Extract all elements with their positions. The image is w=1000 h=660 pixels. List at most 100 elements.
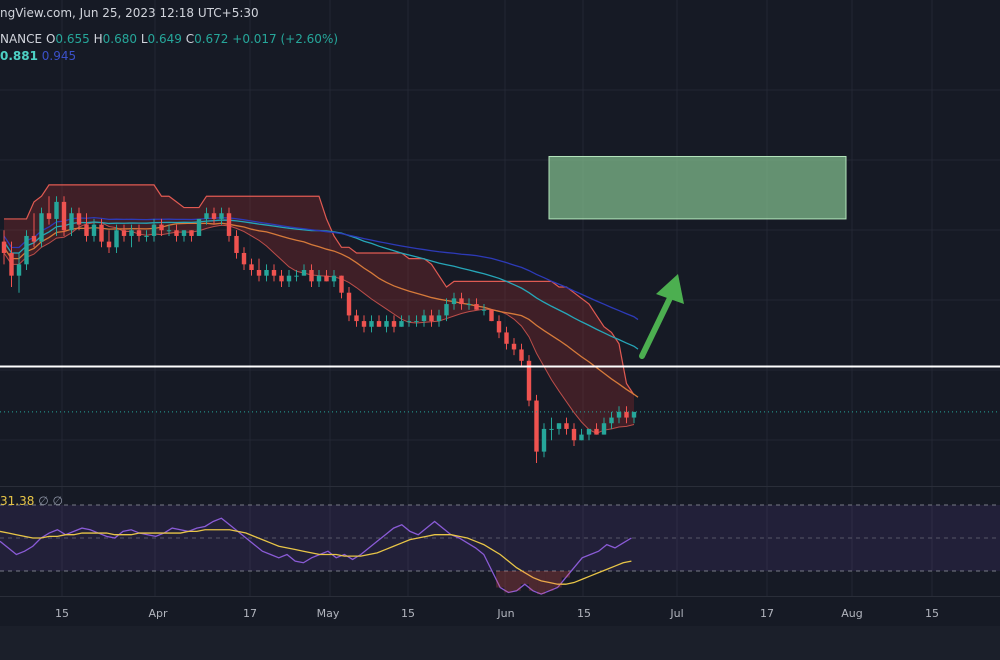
x-tick-label: May [317, 607, 340, 620]
candle-body [541, 428, 547, 452]
rsi-oversold-fill [496, 571, 505, 588]
candle-body [54, 201, 59, 219]
candle-body [339, 275, 344, 293]
candle-body [166, 230, 172, 232]
x-tick-label: 15 [55, 607, 69, 620]
candle-body [264, 270, 269, 276]
candle-body [204, 213, 209, 219]
rsi-oversold-fill [528, 571, 538, 591]
candle-body [46, 213, 52, 219]
candle-body [429, 315, 434, 322]
rsi-oversold-fill [504, 571, 513, 593]
low-label: L [140, 32, 148, 46]
rsi-value: 31.38 [0, 494, 35, 508]
candle-body [9, 252, 14, 276]
x-tick-label: Apr [148, 607, 168, 620]
candle-body [69, 213, 74, 231]
candle-body [84, 224, 89, 236]
arrow-up-icon [639, 274, 684, 359]
candle-body [451, 298, 457, 305]
candle-body [511, 343, 517, 350]
candle-body [526, 360, 532, 401]
candle-body [316, 275, 322, 282]
ma-legend: 0.881 0.945 [0, 49, 76, 63]
moving-averages [3, 217, 639, 398]
candle-body [481, 309, 487, 311]
rsi-extra-2: ∅ [52, 494, 63, 508]
rsi-indicator [0, 517, 632, 595]
candle-body [391, 321, 397, 327]
candle-body [376, 321, 382, 327]
candle-body [106, 241, 112, 248]
candle-body [466, 304, 472, 306]
candle-body [556, 423, 562, 429]
x-tick-label: 17 [243, 607, 257, 620]
candle-body [324, 275, 329, 282]
candle-body [384, 321, 389, 327]
high-value: 0.680 [102, 32, 137, 46]
symbol-label: NANCE [0, 32, 43, 46]
rsi-oversold-fill [520, 571, 529, 585]
low-value: 0.649 [147, 32, 182, 46]
candle-body [421, 315, 427, 322]
candle-body [399, 321, 404, 327]
candle-body [286, 275, 292, 282]
candle-body [361, 321, 367, 327]
candle-body [579, 434, 584, 441]
x-tick-label: 17 [760, 607, 774, 620]
candle-body [474, 304, 479, 310]
candle-body [436, 315, 442, 322]
candle-body [24, 235, 29, 265]
candle-body [271, 270, 277, 276]
candle-body [609, 417, 614, 424]
candle-body [196, 218, 202, 236]
open-label: O [45, 32, 56, 46]
target-zone-box[interactable] [548, 155, 847, 220]
candle-body [174, 230, 179, 236]
cloud-fill [4, 184, 634, 434]
candle-body [309, 270, 314, 282]
x-tick-label: 15 [577, 607, 591, 620]
candle-body [631, 411, 637, 418]
candle-body [354, 315, 359, 322]
candle-body [99, 224, 104, 242]
candle-body [549, 428, 554, 430]
candle-body [564, 423, 569, 429]
candle-body [601, 423, 607, 435]
candle-body [414, 321, 419, 323]
orange-ma-line [3, 222, 639, 398]
candle-body [181, 230, 187, 236]
candle-body [219, 213, 224, 219]
candle-body [489, 309, 494, 322]
candle-body [519, 349, 524, 361]
candle-body [249, 264, 254, 270]
candle-body [159, 224, 164, 231]
candle-body [571, 428, 577, 441]
x-tick-label: Jul [669, 607, 683, 620]
candle-body [114, 230, 119, 248]
ma2-value: 0.945 [41, 49, 77, 63]
candle-body [226, 213, 232, 236]
candle-body [136, 230, 142, 236]
candle-body [369, 321, 374, 327]
candle-body [586, 428, 592, 435]
rsi-oversold-fill [561, 571, 570, 578]
candle-body [151, 224, 157, 236]
ohlc-legend: NANCE O0.655 H0.680 L0.649 C0.672 +0.017… [0, 32, 338, 46]
rsi-oversold-fill [512, 571, 521, 591]
rsi-oversold-fill [553, 571, 562, 588]
high-label: H [93, 32, 103, 46]
x-axis: 15 Apr 17 May 15 Jun 15 Jul 17 Aug 15 [55, 607, 939, 620]
candle-body [39, 213, 44, 242]
rsi-extra-1: ∅ [38, 494, 49, 508]
candle-body [91, 224, 97, 236]
candle-body [61, 201, 67, 231]
change-value: +0.017 (+2.60%) [232, 32, 339, 46]
candle-body [331, 275, 337, 282]
x-tick-label: 15 [401, 607, 415, 620]
candle-body [444, 304, 449, 316]
candle-body [346, 292, 352, 316]
candle-body [624, 411, 629, 418]
candle-body [189, 230, 194, 236]
